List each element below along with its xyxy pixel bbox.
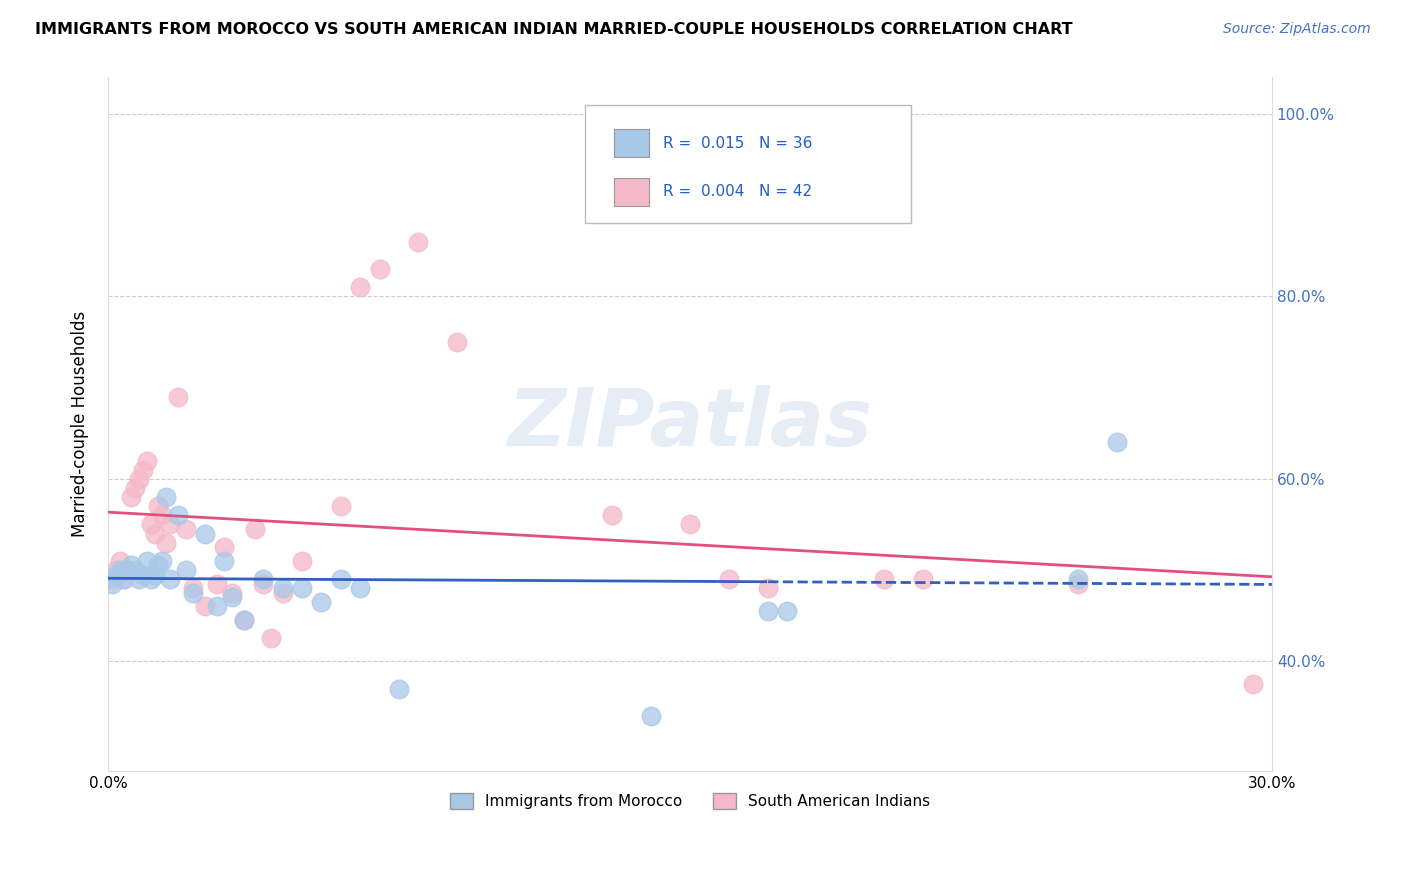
- Point: [135, 453, 157, 467]
- Point: [132, 567, 155, 582]
- Point: [132, 463, 155, 477]
- FancyBboxPatch shape: [585, 105, 911, 223]
- Point: [221, 586, 243, 600]
- Point: [174, 563, 197, 577]
- Point: [159, 572, 181, 586]
- Point: [349, 581, 371, 595]
- Point: [120, 490, 142, 504]
- Point: [148, 499, 170, 513]
- Point: [291, 581, 314, 595]
- Point: [329, 499, 352, 513]
- Y-axis label: Married-couple Households: Married-couple Households: [72, 311, 89, 537]
- Point: [124, 563, 146, 577]
- Point: [214, 540, 236, 554]
- Point: [135, 554, 157, 568]
- Point: [194, 526, 217, 541]
- Point: [104, 567, 127, 582]
- Text: R =  0.015   N = 36: R = 0.015 N = 36: [664, 136, 813, 151]
- Point: [124, 481, 146, 495]
- Point: [271, 586, 294, 600]
- Point: [117, 563, 139, 577]
- Text: IMMIGRANTS FROM MOROCCO VS SOUTH AMERICAN INDIAN MARRIED-COUPLE HOUSEHOLDS CORRE: IMMIGRANTS FROM MOROCCO VS SOUTH AMERICA…: [35, 22, 1073, 37]
- Point: [112, 572, 135, 586]
- Point: [245, 522, 267, 536]
- Point: [128, 572, 150, 586]
- Point: [252, 572, 274, 586]
- Point: [271, 581, 294, 595]
- Point: [1105, 435, 1128, 450]
- Point: [194, 599, 217, 614]
- Point: [150, 554, 173, 568]
- Point: [446, 334, 468, 349]
- Point: [717, 572, 740, 586]
- Point: [602, 508, 624, 523]
- Point: [408, 235, 430, 249]
- Point: [640, 709, 662, 723]
- Text: Source: ZipAtlas.com: Source: ZipAtlas.com: [1223, 22, 1371, 37]
- Point: [104, 563, 127, 577]
- Point: [1067, 576, 1090, 591]
- Point: [205, 599, 228, 614]
- Point: [205, 576, 228, 591]
- Point: [756, 604, 779, 618]
- Point: [183, 581, 205, 595]
- Point: [221, 591, 243, 605]
- Point: [911, 572, 934, 586]
- Point: [148, 558, 170, 573]
- Point: [155, 490, 177, 504]
- Point: [873, 572, 896, 586]
- Point: [101, 576, 124, 591]
- Legend: Immigrants from Morocco, South American Indians: Immigrants from Morocco, South American …: [444, 787, 936, 815]
- Text: ZIPatlas: ZIPatlas: [508, 385, 873, 463]
- Point: [756, 581, 779, 595]
- FancyBboxPatch shape: [614, 178, 650, 206]
- Point: [155, 535, 177, 549]
- Point: [120, 558, 142, 573]
- Point: [159, 517, 181, 532]
- Point: [166, 508, 188, 523]
- Point: [112, 572, 135, 586]
- Point: [183, 586, 205, 600]
- Point: [174, 522, 197, 536]
- Point: [117, 563, 139, 577]
- Point: [349, 280, 371, 294]
- Point: [260, 632, 283, 646]
- Point: [1067, 572, 1090, 586]
- Point: [108, 554, 131, 568]
- Point: [139, 517, 162, 532]
- Point: [388, 681, 411, 696]
- Point: [232, 613, 254, 627]
- Point: [368, 262, 391, 277]
- Point: [143, 526, 166, 541]
- Point: [139, 572, 162, 586]
- Point: [232, 613, 254, 627]
- Point: [311, 595, 333, 609]
- Point: [1241, 677, 1264, 691]
- Point: [143, 567, 166, 582]
- Point: [329, 572, 352, 586]
- Text: R =  0.004   N = 42: R = 0.004 N = 42: [664, 185, 813, 199]
- Point: [291, 554, 314, 568]
- Point: [679, 517, 702, 532]
- Point: [252, 576, 274, 591]
- Point: [166, 390, 188, 404]
- Point: [101, 572, 124, 586]
- Point: [776, 604, 799, 618]
- Point: [214, 554, 236, 568]
- FancyBboxPatch shape: [614, 129, 650, 157]
- Point: [128, 472, 150, 486]
- Point: [108, 563, 131, 577]
- Point: [150, 508, 173, 523]
